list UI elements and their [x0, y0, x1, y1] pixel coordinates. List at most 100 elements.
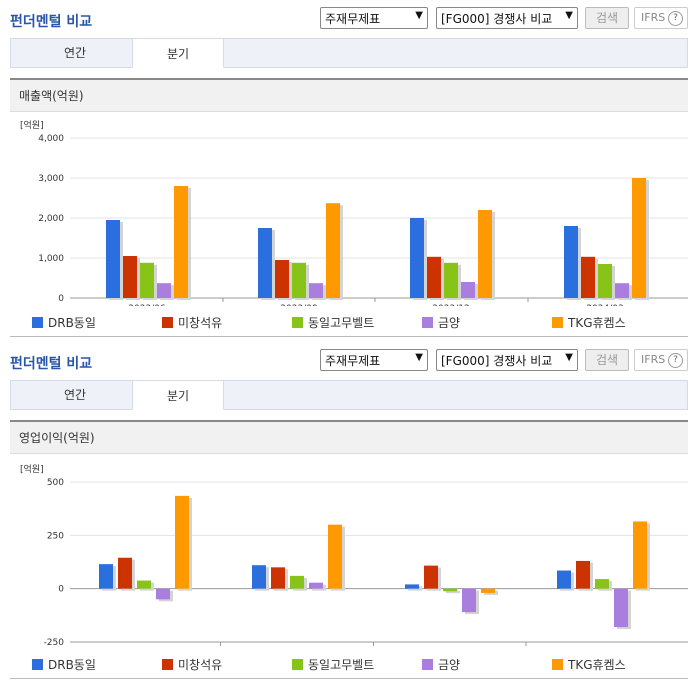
bar-동일고무벨트-2023-12	[444, 262, 458, 298]
legend-swatch	[162, 659, 173, 670]
chevron-down-icon: ▼	[415, 10, 423, 21]
bar-금양-2024-03	[615, 283, 629, 298]
bar-drb동일-2023-12	[405, 584, 419, 589]
y-tick-label: 3,000	[38, 174, 64, 184]
ifrs-help-button[interactable]: IFRS ?	[634, 7, 688, 29]
statement-select-value: 주재무제표	[325, 12, 381, 26]
y-tick-label: 250	[47, 531, 64, 541]
legend-label: 금양	[438, 316, 461, 330]
compare-select[interactable]: [FG000] 경쟁사 비교 ▼	[436, 7, 578, 29]
bar-금양-2023-06	[156, 588, 170, 600]
legend-swatch	[552, 659, 563, 670]
bar-drb동일-2023-06	[106, 220, 120, 298]
y-tick-label: 500	[47, 478, 64, 488]
period-tabs: 연간 분기	[10, 380, 688, 410]
y-axis-label: [억원]	[20, 119, 44, 131]
section-header: 펀더멘털 비교 주재무제표 ▼ [FG000] 경쟁사 비교 ▼ 검색 IFRS…	[0, 342, 696, 378]
legend-item-drb동일[interactable]: DRB동일	[32, 656, 96, 673]
bar-drb동일-2023-06	[99, 564, 113, 589]
chart-panel: 영업이익(억원) [억원]-25002505002023/062023/0920…	[10, 420, 688, 672]
legend-item-동일고무벨트[interactable]: 동일고무벨트	[292, 656, 374, 673]
bar-미창석유-2023-09	[271, 567, 285, 589]
bar-금양-2024-03	[614, 588, 628, 628]
chevron-down-icon: ▼	[565, 10, 573, 21]
section-title: 펀더멘털 비교	[10, 356, 93, 372]
ifrs-label: IFRS	[641, 11, 666, 24]
legend-swatch	[422, 659, 433, 670]
legend-swatch	[32, 317, 43, 328]
legend-item-금양[interactable]: 금양	[422, 314, 460, 331]
y-axis-label: [억원]	[20, 463, 44, 475]
tab-quarterly[interactable]: 분기	[132, 380, 224, 410]
legend-swatch	[32, 659, 43, 670]
bar-동일고무벨트-2023-12	[443, 588, 457, 592]
bar-금양-2023-09	[309, 582, 323, 589]
compare-select[interactable]: [FG000] 경쟁사 비교 ▼	[436, 349, 578, 371]
bar-tkg휴켐스-2024-03	[633, 521, 647, 589]
legend-label: TKG휴켐스	[568, 316, 626, 330]
x-tick-label: 2023/12	[432, 304, 469, 306]
y-tick-label: 4,000	[38, 134, 64, 144]
operating-profit-bar-chart: [억원]-25002505002023/062023/092023/122024…	[20, 463, 688, 648]
period-tabs: 연간 분기	[10, 38, 688, 68]
legend-item-미창석유[interactable]: 미창석유	[162, 314, 222, 331]
bar-금양-2023-09	[309, 283, 323, 298]
tab-quarterly[interactable]: 분기	[132, 38, 224, 68]
section-divider	[10, 678, 688, 679]
legend-swatch	[292, 317, 303, 328]
bar-금양-2023-12	[462, 588, 476, 613]
legend-swatch	[292, 659, 303, 670]
legend-label: 미창석유	[178, 316, 223, 330]
legend-label: TKG휴켐스	[568, 658, 626, 672]
chart-legend: DRB동일 미창석유 동일고무벨트 금양 TKG휴켐스	[10, 314, 688, 330]
bar-미창석유-2023-06	[123, 256, 137, 298]
compare-select-value: [FG000] 경쟁사 비교	[441, 354, 553, 368]
legend-item-tkg휴켐스[interactable]: TKG휴켐스	[552, 314, 626, 331]
legend-label: 금양	[438, 658, 461, 672]
legend-label: 미창석유	[178, 658, 223, 672]
ifrs-help-button[interactable]: IFRS ?	[634, 349, 688, 371]
bar-동일고무벨트-2023-06	[137, 580, 151, 589]
section-divider	[10, 336, 688, 337]
y-tick-label: 0	[58, 585, 64, 595]
ifrs-label: IFRS	[641, 353, 666, 366]
statement-select[interactable]: 주재무제표 ▼	[320, 349, 428, 371]
legend-label: DRB동일	[48, 658, 96, 672]
sales-bar-chart: [억원] 0 1,000 2,000 3,000 4,000 2023/06 2023/09 2…	[20, 119, 688, 306]
tab-annual[interactable]: 연간	[63, 46, 87, 60]
y-tick-label: 2,000	[38, 214, 64, 224]
search-button[interactable]: 검색	[585, 7, 629, 29]
bar-drb동일-2023-09	[258, 228, 272, 298]
bar-tkg휴켐스-2024-03	[632, 178, 646, 298]
bar-tkg휴켐스-2023-06	[175, 495, 189, 589]
tab-annual[interactable]: 연간	[63, 388, 87, 402]
legend-item-drb동일[interactable]: DRB동일	[32, 314, 96, 331]
legend-item-금양[interactable]: 금양	[422, 656, 460, 673]
x-tick-label: 2024/03	[586, 304, 623, 306]
x-tick-label: 2023/09	[280, 304, 318, 306]
statement-select[interactable]: 주재무제표 ▼	[320, 7, 428, 29]
y-tick-label: 0	[58, 294, 64, 304]
search-button[interactable]: 검색	[585, 349, 629, 371]
legend-item-동일고무벨트[interactable]: 동일고무벨트	[292, 314, 374, 331]
bar-미창석유-2023-06	[118, 557, 132, 589]
bar-tkg휴켐스-2023-12	[478, 210, 492, 298]
statement-select-value: 주재무제표	[325, 354, 381, 368]
bar-금양-2023-06	[157, 283, 171, 298]
bar-미창석유-2024-03	[581, 256, 595, 298]
legend-label: 동일고무벨트	[308, 658, 375, 672]
fundamental-section-operating-profit: 펀더멘털 비교 주재무제표 ▼ [FG000] 경쟁사 비교 ▼ 검색 IFRS…	[0, 342, 696, 684]
section-title: 펀더멘털 비교	[10, 14, 93, 30]
bar-금양-2023-12	[461, 282, 475, 298]
compare-select-value: [FG000] 경쟁사 비교	[441, 12, 553, 26]
legend-label: DRB동일	[48, 316, 96, 330]
section-header: 펀더멘털 비교 주재무제표 ▼ [FG000] 경쟁사 비교 ▼ 검색 IFRS…	[0, 0, 696, 36]
legend-swatch	[552, 317, 563, 328]
panel-title: 매출액(억원)	[10, 80, 688, 112]
bar-drb동일-2023-09	[252, 565, 266, 589]
chart-legend: DRB동일 미창석유 동일고무벨트 금양 TKG휴켐스	[10, 656, 688, 672]
legend-item-미창석유[interactable]: 미창석유	[162, 656, 222, 673]
bar-tkg휴켐스-2023-12	[481, 588, 495, 593]
legend-item-tkg휴켐스[interactable]: TKG휴켐스	[552, 656, 626, 673]
bar-동일고무벨트-2024-03	[598, 264, 612, 298]
